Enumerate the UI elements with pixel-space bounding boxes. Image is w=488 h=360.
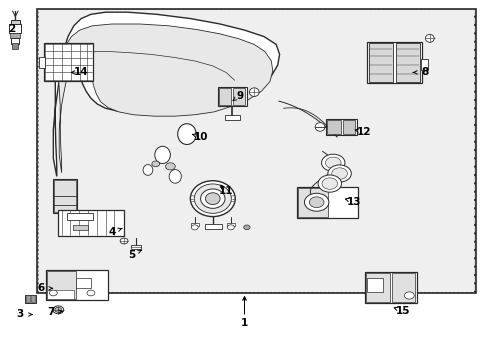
- Ellipse shape: [55, 307, 61, 312]
- Circle shape: [327, 165, 350, 182]
- Bar: [39, 57, 44, 68]
- Bar: [12, 43, 18, 49]
- Ellipse shape: [120, 238, 128, 244]
- Circle shape: [325, 157, 340, 168]
- Bar: [297, 187, 357, 218]
- Circle shape: [309, 197, 324, 208]
- Polygon shape: [58, 24, 272, 173]
- Bar: [11, 38, 19, 44]
- Ellipse shape: [177, 124, 196, 144]
- Text: 14: 14: [74, 67, 88, 77]
- Ellipse shape: [143, 165, 153, 175]
- Bar: [368, 43, 392, 82]
- Bar: [366, 42, 421, 83]
- Bar: [190, 223, 198, 226]
- Bar: [233, 88, 245, 105]
- Ellipse shape: [249, 88, 259, 96]
- Bar: [226, 223, 234, 226]
- Ellipse shape: [53, 306, 63, 314]
- Ellipse shape: [200, 189, 224, 208]
- Circle shape: [331, 168, 346, 179]
- Ellipse shape: [165, 163, 175, 170]
- Ellipse shape: [244, 225, 249, 230]
- Bar: [43, 42, 93, 81]
- Text: 12: 12: [356, 127, 370, 136]
- Bar: [76, 278, 91, 288]
- Bar: [326, 119, 356, 135]
- Bar: [327, 120, 340, 134]
- Bar: [73, 225, 88, 230]
- Ellipse shape: [227, 225, 234, 230]
- Text: 10: 10: [193, 132, 207, 142]
- Circle shape: [304, 193, 328, 211]
- Ellipse shape: [155, 146, 170, 163]
- Circle shape: [404, 292, 413, 299]
- Circle shape: [87, 290, 95, 296]
- Circle shape: [321, 154, 344, 171]
- Bar: [10, 33, 20, 39]
- Text: 7: 7: [47, 307, 55, 316]
- Bar: [420, 59, 427, 69]
- Ellipse shape: [191, 225, 198, 230]
- Bar: [219, 88, 231, 105]
- Bar: [25, 295, 36, 303]
- Bar: [365, 272, 416, 303]
- Text: 15: 15: [395, 306, 409, 316]
- Bar: [45, 270, 108, 300]
- Bar: [58, 210, 124, 235]
- Bar: [47, 290, 74, 299]
- Bar: [11, 20, 20, 24]
- Bar: [46, 271, 76, 300]
- Ellipse shape: [315, 123, 325, 131]
- Bar: [366, 278, 382, 292]
- Polygon shape: [53, 12, 279, 176]
- Circle shape: [322, 178, 337, 189]
- Text: 9: 9: [236, 91, 243, 101]
- Bar: [391, 273, 414, 302]
- Text: 2: 2: [8, 24, 15, 35]
- Ellipse shape: [190, 181, 235, 217]
- Bar: [217, 87, 246, 107]
- Bar: [53, 179, 77, 213]
- Bar: [37, 9, 475, 293]
- Text: 13: 13: [346, 197, 361, 207]
- Bar: [395, 43, 419, 82]
- Bar: [9, 24, 21, 33]
- Ellipse shape: [205, 193, 220, 204]
- Circle shape: [318, 175, 341, 192]
- Bar: [54, 180, 76, 212]
- Text: 8: 8: [421, 67, 427, 77]
- Bar: [298, 188, 328, 217]
- Bar: [342, 120, 354, 134]
- Text: 4: 4: [108, 227, 115, 237]
- Bar: [66, 213, 93, 220]
- Bar: [26, 296, 30, 302]
- Ellipse shape: [194, 184, 231, 213]
- Ellipse shape: [425, 35, 433, 42]
- Bar: [39, 10, 473, 292]
- Text: 6: 6: [37, 283, 44, 293]
- Text: 1: 1: [241, 319, 247, 328]
- Circle shape: [49, 290, 57, 296]
- Text: 3: 3: [17, 310, 24, 319]
- Bar: [224, 116, 239, 120]
- Bar: [366, 273, 389, 302]
- Ellipse shape: [169, 170, 181, 183]
- Text: 11: 11: [218, 186, 233, 197]
- Text: 5: 5: [127, 249, 135, 260]
- Ellipse shape: [152, 161, 159, 167]
- Bar: [131, 244, 141, 249]
- Bar: [31, 296, 35, 302]
- Bar: [204, 225, 221, 229]
